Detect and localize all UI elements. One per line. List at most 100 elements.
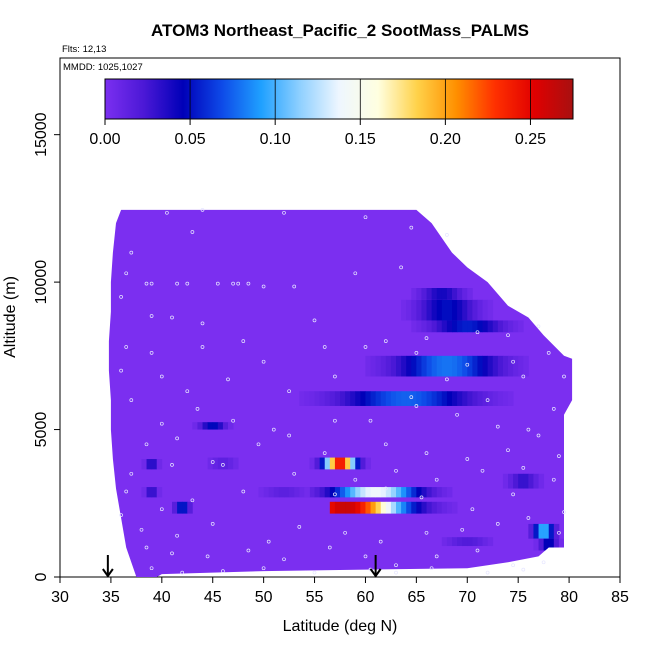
heatmap-cell [442,537,447,546]
plume-band [259,487,310,497]
heatmap-cell [503,474,508,489]
heatmap-cell [483,300,488,321]
heatmap-cell [427,502,432,514]
heatmap-cell [437,300,442,321]
heatmap-cell [452,502,457,514]
heatmap-cell [304,487,309,497]
x-tick-label: 50 [255,589,273,606]
heatmap-cell [325,391,330,406]
heatmap-cell [315,458,320,470]
heatmap-cell [381,502,386,514]
heatmap-cell [452,320,457,332]
plume-band [533,539,564,551]
heatmap-cell [365,487,370,497]
y-axis-label: Altitude (m) [2,276,19,358]
heatmap-cell [355,458,360,470]
heatmap-cell [498,356,503,377]
heatmap-cell [432,502,437,514]
heatmap-cell [360,487,365,497]
x-tick-label: 80 [560,589,578,606]
heatmap-cell [432,391,437,406]
heatmap-cell [391,487,396,497]
heatmap-cell [421,502,426,514]
heatmap-cell [442,320,447,332]
heatmap-cell [360,391,365,406]
heatmap-cell [406,487,411,497]
heatmap-cell [315,487,320,497]
date-annotation: MMDD: 1025,1027 [63,62,143,73]
heatmap-cell [309,487,314,497]
sample-point [512,564,515,567]
heatmap-cell [432,487,437,497]
heatmap-cell [325,458,330,470]
heatmap-cell [416,320,421,332]
heatmap-cell [457,356,462,377]
heatmap-cell [345,391,350,406]
heatmap-cell [294,487,299,497]
y-tick-label: 0 [33,572,50,581]
arrow-marker [103,555,113,576]
heatmap-cell [411,487,416,497]
heatmap-cell [340,458,345,470]
heatmap-cell [442,300,447,321]
heatmap-cell [533,474,538,489]
heatmap-cell [437,391,442,406]
heatmap-cell [452,356,457,377]
heatmap-cell [147,487,152,497]
x-tick-label: 35 [102,589,120,606]
heatmap-cell [493,391,498,406]
heatmap-cell [192,422,197,429]
heatmap-cell [340,487,345,497]
heatmap-cell [437,487,442,497]
heatmap-cell [340,502,345,514]
sample-point [542,561,545,564]
heatmap-cell [554,539,559,551]
heatmap-cell [472,391,477,406]
heatmap-cell [386,391,391,406]
heatmap-cell [437,288,442,300]
y-tick-label: 5000 [33,412,50,448]
colorbar-tick-label: 0.15 [345,131,376,148]
plume-band [401,300,493,321]
heatmap-cell [325,487,330,497]
heatmap-cell [345,458,350,470]
heatmap-cell [396,391,401,406]
heatmap-cell [386,356,391,377]
heatmap-cell [427,288,432,300]
heatmap-cell [197,422,202,429]
x-tick-label: 40 [153,589,171,606]
heatmap-cell [432,288,437,300]
heatmap-cell [386,487,391,497]
heatmap-cell [360,458,365,470]
heatmap-cell [187,502,192,514]
x-axis-label: Latitude (deg N) [283,618,398,635]
heatmap-cell [452,288,457,300]
heatmap-cell [498,391,503,406]
heatmap-cell [309,458,314,470]
heatmap-cell [427,356,432,377]
heatmap-cell [477,356,482,377]
colorbar: 0.000.050.100.150.200.25 [89,79,573,148]
heatmap-cell [493,320,498,332]
heatmap-cell [427,391,432,406]
heatmap-cell [533,524,538,539]
x-tick-label: 55 [306,589,324,606]
heatmap-cell [259,487,264,497]
colorbar-gradient [105,79,573,119]
heatmap-cell [477,537,482,546]
plume-band [442,537,493,546]
heatmap-cell [274,487,279,497]
heatmap-cell [401,502,406,514]
heatmap-cell [330,458,335,470]
heatmap-cell [157,459,162,469]
heatmap-cell [269,487,274,497]
heatmap-cell [427,487,432,497]
heatmap-cell [315,391,320,406]
heatmap-cell [421,320,426,332]
heatmap-cell [447,300,452,321]
heatmap-cell [279,487,284,497]
heatmap-cell [376,487,381,497]
heatmap-cell [299,487,304,497]
heatmap-cell [549,539,554,551]
heatmap-cell [472,356,477,377]
